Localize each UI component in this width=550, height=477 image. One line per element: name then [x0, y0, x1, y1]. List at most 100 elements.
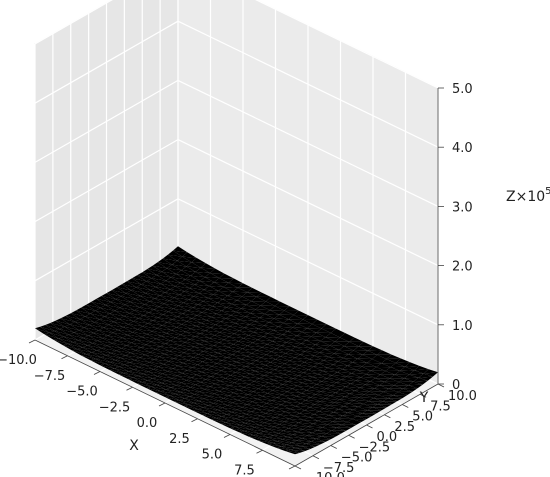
surface-facet	[304, 407, 320, 412]
surface-facet	[151, 384, 166, 390]
surface-facet	[269, 429, 284, 434]
surface-facet	[250, 371, 265, 376]
surface-facet	[374, 388, 389, 392]
surface-facet	[273, 377, 288, 382]
surface-facet	[202, 415, 217, 420]
surface-facet	[286, 339, 301, 344]
surface-facet	[175, 282, 190, 289]
surface-facet	[206, 366, 222, 371]
surface-facet	[265, 301, 281, 306]
surface-facet	[168, 311, 183, 317]
surface-facet	[134, 307, 149, 313]
y-tick-label: −2.5	[359, 440, 391, 455]
surface-facet	[115, 357, 130, 363]
surface-facet	[179, 345, 195, 350]
surface-facet	[296, 393, 311, 398]
surface-facet	[360, 377, 376, 382]
surface-facet	[241, 308, 256, 314]
surface-facet	[130, 301, 145, 308]
surface-facet	[314, 355, 329, 361]
surface-facet	[304, 362, 319, 367]
surface-facet	[212, 306, 227, 311]
surface-facet	[240, 423, 255, 428]
surface-facet	[184, 349, 199, 355]
surface-facet	[200, 330, 215, 336]
surface-facet	[140, 296, 155, 302]
surface-facet	[351, 373, 366, 378]
surface-facet	[362, 410, 377, 414]
surface-facet	[160, 283, 176, 290]
surface-facet	[183, 363, 198, 368]
surface-facet	[137, 382, 152, 387]
surface-facet	[244, 327, 259, 333]
surface-facet	[217, 302, 232, 308]
surface-facet	[165, 397, 180, 402]
surface-facet	[112, 343, 127, 349]
surface-facet	[306, 340, 321, 345]
surface-facet	[348, 403, 364, 407]
surface-facet	[299, 410, 314, 415]
surface-facet	[365, 384, 380, 389]
surface-facet	[133, 377, 148, 383]
surface-facet	[307, 380, 322, 385]
surface-facet	[358, 341, 373, 347]
surface-facet	[174, 294, 189, 300]
surface-facet	[360, 384, 375, 389]
surface-facet	[188, 402, 204, 408]
surface-facet	[228, 395, 243, 401]
surface-facet	[91, 352, 106, 358]
surface-facet	[75, 310, 91, 317]
surface-facet	[354, 397, 369, 402]
surface-facet	[211, 363, 227, 368]
surface-facet	[159, 303, 174, 309]
x-tick-label: −5.0	[66, 385, 98, 400]
surface-facet	[260, 415, 275, 421]
surface-facet	[193, 402, 209, 408]
surface-facet	[170, 337, 185, 343]
surface-facet	[285, 411, 300, 416]
x-tick-mark	[256, 449, 263, 454]
surface-facet	[338, 358, 353, 363]
surface-facet	[172, 319, 187, 325]
surface-facet	[275, 306, 290, 311]
surface-facet	[354, 390, 370, 395]
surface-facet	[311, 332, 326, 338]
surface-facet	[131, 342, 146, 348]
surface-facet	[281, 345, 296, 351]
surface-facet	[255, 418, 270, 423]
surface-facet	[280, 356, 295, 361]
surface-facet	[198, 354, 213, 359]
surface-facet	[159, 306, 174, 312]
surface-facet	[256, 406, 271, 411]
surface-facet	[95, 307, 110, 314]
surface-facet	[268, 437, 283, 442]
surface-facet	[328, 364, 343, 370]
surface-facet	[96, 348, 112, 354]
surface-facet	[308, 369, 323, 375]
surface-facet	[186, 380, 201, 385]
surface-facet	[358, 346, 373, 351]
surface-facet	[290, 406, 305, 411]
surface-facet	[307, 435, 322, 439]
surface-facet	[249, 384, 264, 389]
surface-facet	[166, 268, 182, 274]
surface-facet	[289, 416, 304, 420]
surface-facet	[279, 421, 294, 426]
surface-facet	[399, 381, 414, 386]
surface-facet	[290, 350, 306, 355]
surface-facet	[295, 446, 311, 449]
surface-facet	[350, 383, 366, 388]
surface-facet	[165, 280, 181, 287]
surface-facet	[331, 427, 347, 431]
surface-facet	[312, 430, 327, 434]
surface-facet	[237, 287, 253, 293]
surface-facet	[121, 284, 137, 291]
surface-facet	[58, 336, 74, 343]
surface-facet	[302, 380, 317, 385]
surface-facet	[195, 382, 210, 387]
z-axis-label: Z×105	[506, 186, 550, 205]
surface-facet	[399, 370, 415, 375]
surface-facet	[222, 405, 237, 410]
surface-facet	[262, 396, 277, 401]
surface-facet	[204, 273, 220, 278]
